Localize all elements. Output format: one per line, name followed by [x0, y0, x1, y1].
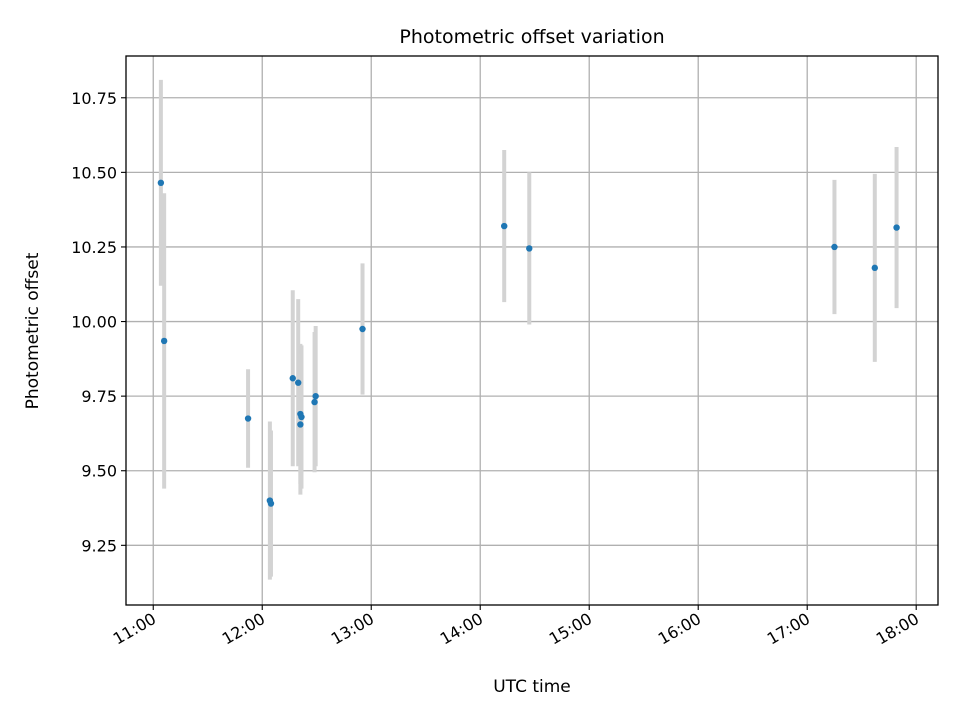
y-axis-ticks: 9.25 9.50 9.75 10.00 10.25 10.50 10.75: [71, 89, 126, 555]
data-point: [871, 264, 878, 272]
data-point: [295, 379, 302, 386]
x-tick-label: 17:00: [764, 609, 813, 649]
data-point: [298, 413, 305, 421]
data-point: [312, 392, 319, 400]
data-point: [160, 337, 168, 345]
data-point: [157, 179, 165, 187]
x-tick-label: 16:00: [655, 609, 704, 649]
data-point: [526, 245, 533, 252]
x-tick-label: 12:00: [219, 609, 268, 649]
x-tick-label: 14:00: [437, 609, 486, 649]
x-axis-ticks: 11:00 12:00 13:00 14:00 15:00 16:00 17:00 18:00: [110, 605, 922, 649]
data-points: [157, 179, 900, 507]
grid-lines: [126, 56, 938, 605]
chart-title: Photometric offset variation: [399, 26, 664, 48]
data-point: [289, 375, 296, 382]
y-tick-label: 10.50: [71, 163, 117, 182]
x-tick-label: 13:00: [328, 609, 377, 649]
y-tick-label: 9.75: [81, 387, 117, 406]
data-point: [311, 398, 318, 406]
y-tick-label: 10.00: [71, 313, 117, 332]
data-point: [244, 415, 252, 422]
data-point: [359, 325, 366, 333]
y-tick-label: 10.25: [71, 238, 117, 257]
x-tick-label: 11:00: [110, 609, 159, 649]
data-point: [297, 421, 304, 428]
x-tick-label: 15:00: [546, 609, 595, 649]
data-point: [501, 222, 508, 230]
data-point: [831, 243, 838, 251]
x-tick-label: 18:00: [873, 609, 922, 649]
data-point: [893, 224, 900, 231]
y-tick-label: 9.50: [81, 462, 117, 481]
y-tick-label: 9.25: [81, 536, 117, 555]
y-tick-label: 10.75: [71, 89, 117, 108]
x-axis-label: UTC time: [493, 677, 571, 697]
data-point: [267, 500, 275, 507]
y-axis-label: Photometric offset: [23, 252, 43, 409]
plot-frame: [125, 55, 939, 606]
